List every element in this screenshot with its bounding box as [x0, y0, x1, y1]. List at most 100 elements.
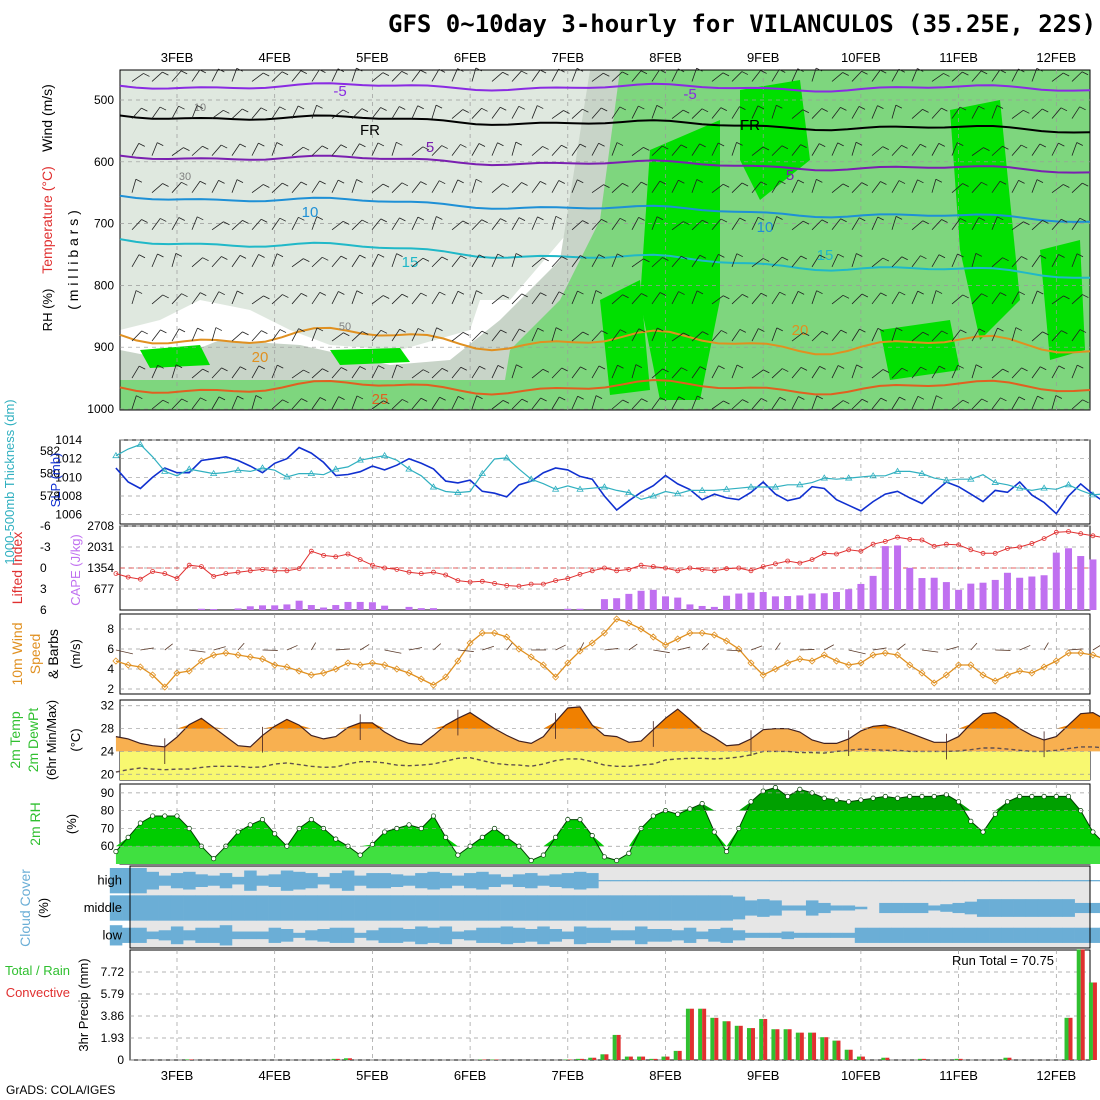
rh-ytick: 90	[101, 786, 115, 800]
thickness-point	[136, 440, 145, 447]
wind-barb-flag	[601, 330, 608, 335]
wind-barb	[191, 292, 201, 305]
wind-barb	[671, 144, 682, 156]
cloud-cell-high	[634, 880, 648, 882]
thickness-ytick: 578	[40, 489, 60, 503]
wind-barb-flag	[258, 365, 265, 370]
wind-barb-flag	[540, 397, 547, 402]
thickness-point	[625, 488, 633, 496]
cloud-cell-high	[1025, 880, 1039, 882]
wind-barb-flag	[582, 220, 589, 224]
cloud-cell-middle	[952, 902, 966, 914]
wind-speed-point	[1028, 669, 1036, 677]
wind-speed-point	[466, 639, 474, 647]
wind-ylabel-3: & Barbs	[45, 629, 61, 679]
wind-barb	[408, 647, 423, 651]
wind-barb	[251, 365, 260, 379]
wind-barb-flag	[383, 295, 390, 299]
rh-ylabel: 2m RH	[27, 802, 43, 846]
wind-barb	[555, 644, 566, 651]
contour-label: FR	[740, 117, 760, 134]
wind-barb	[1071, 364, 1078, 379]
wind-barb-flag	[457, 396, 465, 400]
wind-barb-flag	[595, 395, 603, 399]
wind-barb	[231, 143, 241, 156]
wind-barb-flag	[739, 329, 747, 333]
wind-barb-flag	[922, 108, 929, 113]
precip-convective-bar	[958, 1058, 963, 1060]
wind-barb	[891, 180, 900, 193]
wind-barb	[251, 218, 262, 231]
wind-barb	[1031, 395, 1038, 410]
rh-point	[1029, 793, 1035, 799]
cloud-cell-low	[805, 932, 819, 938]
wind-barb-flag	[595, 290, 603, 294]
wind-barb-flag	[957, 364, 964, 369]
wind-barb-flag	[476, 290, 483, 294]
wind-barb	[831, 183, 844, 194]
rh-region-saturated	[640, 120, 720, 400]
isotherm-15	[119, 238, 1090, 279]
precip-convective-bar	[787, 1029, 792, 1060]
cloud-cell-high	[696, 880, 709, 882]
precip-convective-bar	[641, 1056, 646, 1060]
wind-barb-flag	[880, 69, 887, 74]
cloud-cell-high	[549, 874, 562, 887]
wind-speed-point	[552, 673, 560, 681]
wind-barb	[677, 646, 691, 651]
wind-barb-flag	[1081, 71, 1089, 76]
cloud-cell-low	[146, 931, 159, 940]
wind-barb-flag	[417, 328, 425, 332]
cloud-cell-high	[586, 873, 599, 889]
wind-speed-point	[845, 661, 853, 669]
lifted-index-point	[443, 572, 449, 578]
wind-barb-flag	[417, 105, 424, 110]
wind-barb-flag	[802, 109, 810, 114]
wind-barb-flag	[620, 329, 627, 334]
cloud-cell-low	[928, 927, 941, 943]
wind-barb	[231, 395, 238, 410]
cloud-cell-middle	[989, 899, 1002, 917]
lifted-index-point	[821, 550, 827, 556]
wind-barb-flag	[276, 142, 283, 146]
cloud-cell-low	[964, 927, 978, 943]
wind-barb	[931, 143, 940, 156]
wind-barb	[971, 398, 983, 410]
rh-point	[430, 813, 437, 819]
wind-barb-flag	[301, 293, 308, 297]
top-date-tick: 9FEB	[747, 50, 780, 65]
cloud-cell-low	[818, 932, 831, 938]
cloud-cell-middle	[134, 895, 147, 921]
temp-ylabel-2: 2m DewPt	[25, 708, 41, 773]
wind-barb-flag	[240, 366, 247, 371]
cloud-cell-low	[1074, 927, 1088, 943]
cloud-cell-high	[280, 870, 294, 891]
cape-bar	[564, 608, 572, 610]
wind-barb-flag	[781, 145, 789, 150]
wind-barb	[931, 179, 937, 193]
wind-barb	[1051, 330, 1062, 342]
cape-bar	[686, 604, 694, 610]
wind-barb	[971, 364, 977, 379]
wind-speed-point	[735, 645, 743, 653]
wind-barb	[311, 292, 321, 305]
wind-barb-flag	[657, 327, 664, 332]
lifted-index-point	[272, 568, 278, 574]
wind-barb	[1031, 331, 1043, 342]
wind-barb	[671, 68, 679, 82]
wind-barb	[311, 145, 323, 156]
cape-bar	[210, 609, 218, 610]
wind-barb	[211, 327, 217, 342]
wind-barb-flag	[1040, 366, 1047, 371]
wind-speed-point	[405, 669, 413, 677]
wind-barb-flag	[901, 145, 908, 149]
isotherm-freezing	[119, 114, 1091, 134]
wind-barb	[151, 142, 158, 156]
wind-barb-flag	[200, 397, 207, 402]
cloud-cell-high	[195, 874, 208, 887]
cloud-cell-middle	[671, 895, 685, 921]
wind-speed-point	[808, 657, 816, 665]
wind-barb-flag	[215, 327, 223, 331]
wind-barb	[431, 291, 440, 305]
cloud-cell-high	[720, 880, 733, 882]
